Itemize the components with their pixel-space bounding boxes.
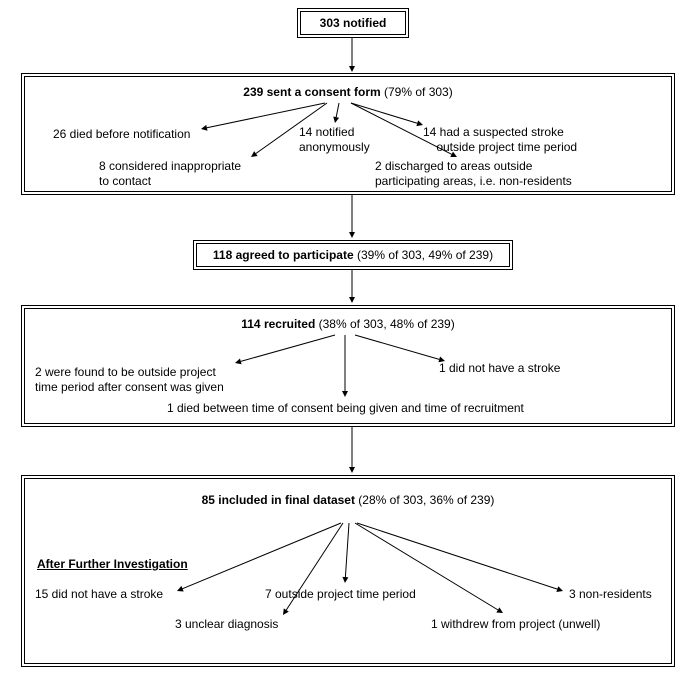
consent-detail-2: 14 notifiedanonymously xyxy=(299,125,370,155)
node-notified: 303 notified xyxy=(297,8,409,38)
consent-detail-0: 26 died before notification xyxy=(53,127,190,142)
consent-detail-3: 14 had a suspected stroke outside projec… xyxy=(423,125,577,155)
final-detail-1: 3 unclear diagnosis xyxy=(175,617,278,632)
final-detail-3: 1 withdrew from project (unwell) xyxy=(431,617,600,632)
panel-final: 85 included in final dataset (28% of 303… xyxy=(21,475,675,667)
recruited-detail-0: 2 were found to be outside projecttime p… xyxy=(35,365,224,395)
panel-consent: 239 sent a consent form (79% of 303) 26 … xyxy=(21,73,675,195)
node-agreed: 118 agreed to participate (39% of 303, 4… xyxy=(193,240,513,270)
consent-detail-4: 2 discharged to areas outsideparticipati… xyxy=(375,159,572,189)
panel-recruited: 114 recruited (38% of 303, 48% of 239) 2… xyxy=(21,305,675,427)
panel-recruited-title: 114 recruited (38% of 303, 48% of 239) xyxy=(39,317,657,331)
panel-final-title: 85 included in final dataset (28% of 303… xyxy=(39,493,657,507)
final-detail-4: 3 non-residents xyxy=(569,587,652,602)
recruited-detail-1: 1 died between time of consent being giv… xyxy=(167,401,524,416)
recruited-detail-2: 1 did not have a stroke xyxy=(439,361,560,376)
node-notified-inner: 303 notified xyxy=(300,11,406,35)
panel-consent-inner: 239 sent a consent form (79% of 303) 26 … xyxy=(24,76,672,192)
panel-final-subheading: After Further Investigation xyxy=(37,557,188,572)
node-notified-text: 303 notified xyxy=(320,16,387,30)
panel-final-inner: 85 included in final dataset (28% of 303… xyxy=(24,478,672,664)
consent-detail-1: 8 considered inappropriateto contact xyxy=(99,159,241,189)
node-agreed-text: 118 agreed to participate (39% of 303, 4… xyxy=(213,248,493,262)
node-agreed-inner: 118 agreed to participate (39% of 303, 4… xyxy=(196,243,510,267)
final-detail-0: 15 did not have a stroke xyxy=(35,587,163,602)
panel-recruited-inner: 114 recruited (38% of 303, 48% of 239) 2… xyxy=(24,308,672,424)
final-detail-2: 7 outside project time period xyxy=(265,587,416,602)
panel-consent-title: 239 sent a consent form (79% of 303) xyxy=(39,85,657,99)
